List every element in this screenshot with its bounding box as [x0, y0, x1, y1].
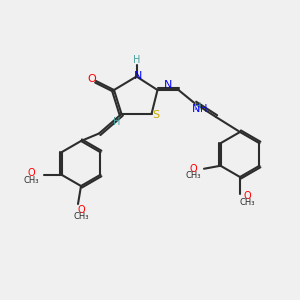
Text: O: O	[87, 74, 96, 84]
Text: H: H	[112, 117, 120, 127]
Text: S: S	[152, 110, 160, 121]
Text: N: N	[164, 80, 172, 90]
Text: CH₃: CH₃	[240, 198, 255, 207]
Text: O: O	[28, 168, 35, 178]
Text: O: O	[244, 191, 251, 201]
Text: O: O	[77, 205, 85, 215]
Text: CH₃: CH₃	[186, 171, 201, 180]
Text: H: H	[133, 55, 140, 65]
Text: CH₃: CH₃	[24, 176, 39, 185]
Text: N: N	[134, 71, 142, 81]
Text: H: H	[194, 102, 202, 112]
Text: O: O	[190, 164, 197, 174]
Text: N: N	[192, 104, 201, 115]
Text: CH₃: CH₃	[73, 212, 89, 221]
Text: H: H	[200, 104, 207, 115]
